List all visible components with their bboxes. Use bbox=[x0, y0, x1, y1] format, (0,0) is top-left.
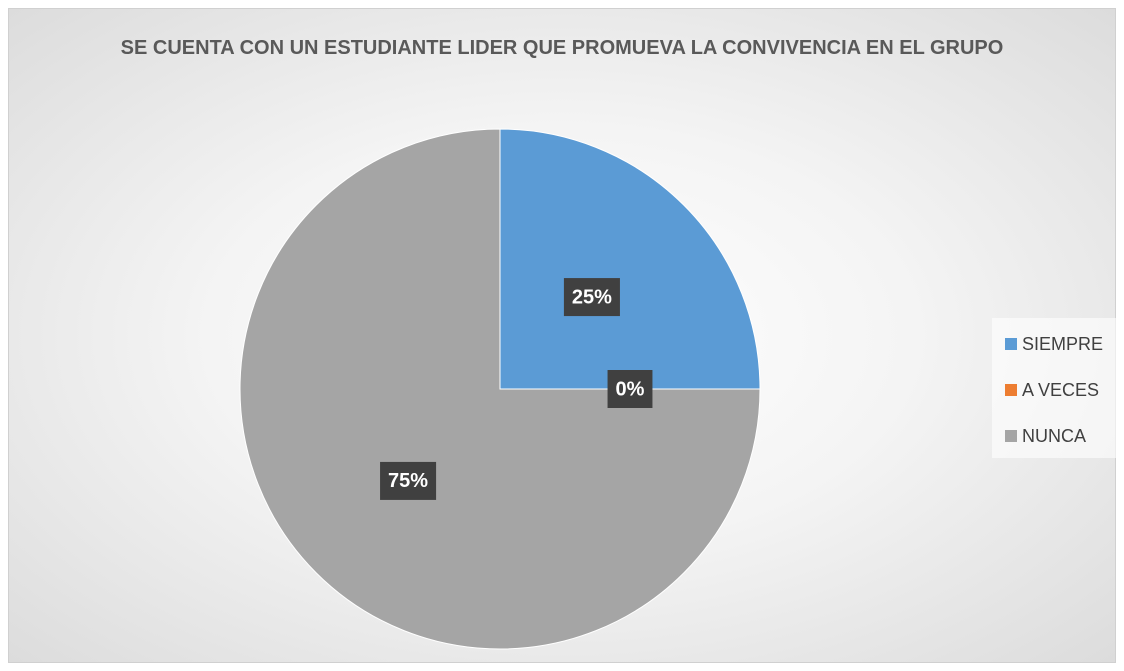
legend-swatch bbox=[1005, 338, 1017, 350]
data-label: 25% bbox=[563, 278, 620, 317]
pie-slice bbox=[239, 128, 761, 650]
legend-swatch bbox=[1005, 384, 1017, 396]
data-label-box bbox=[380, 461, 437, 500]
pie-slice bbox=[499, 128, 761, 390]
data-label-box bbox=[607, 370, 653, 408]
data-label: 0% bbox=[607, 370, 653, 408]
data-label-box bbox=[563, 278, 620, 317]
data-label: 75% bbox=[380, 461, 437, 500]
data-label-text: 25% bbox=[572, 286, 612, 308]
legend-swatch bbox=[1005, 430, 1017, 442]
data-label-text: 0% bbox=[616, 378, 645, 400]
data-label-text: 75% bbox=[388, 470, 428, 492]
legend-label: NUNCA bbox=[1022, 426, 1086, 446]
legend-label: SIEMPRE bbox=[1022, 334, 1103, 354]
chart-title: SE CUENTA CON UN ESTUDIANTE LIDER QUE PR… bbox=[120, 37, 1004, 59]
legend-label: A VECES bbox=[1022, 380, 1099, 400]
